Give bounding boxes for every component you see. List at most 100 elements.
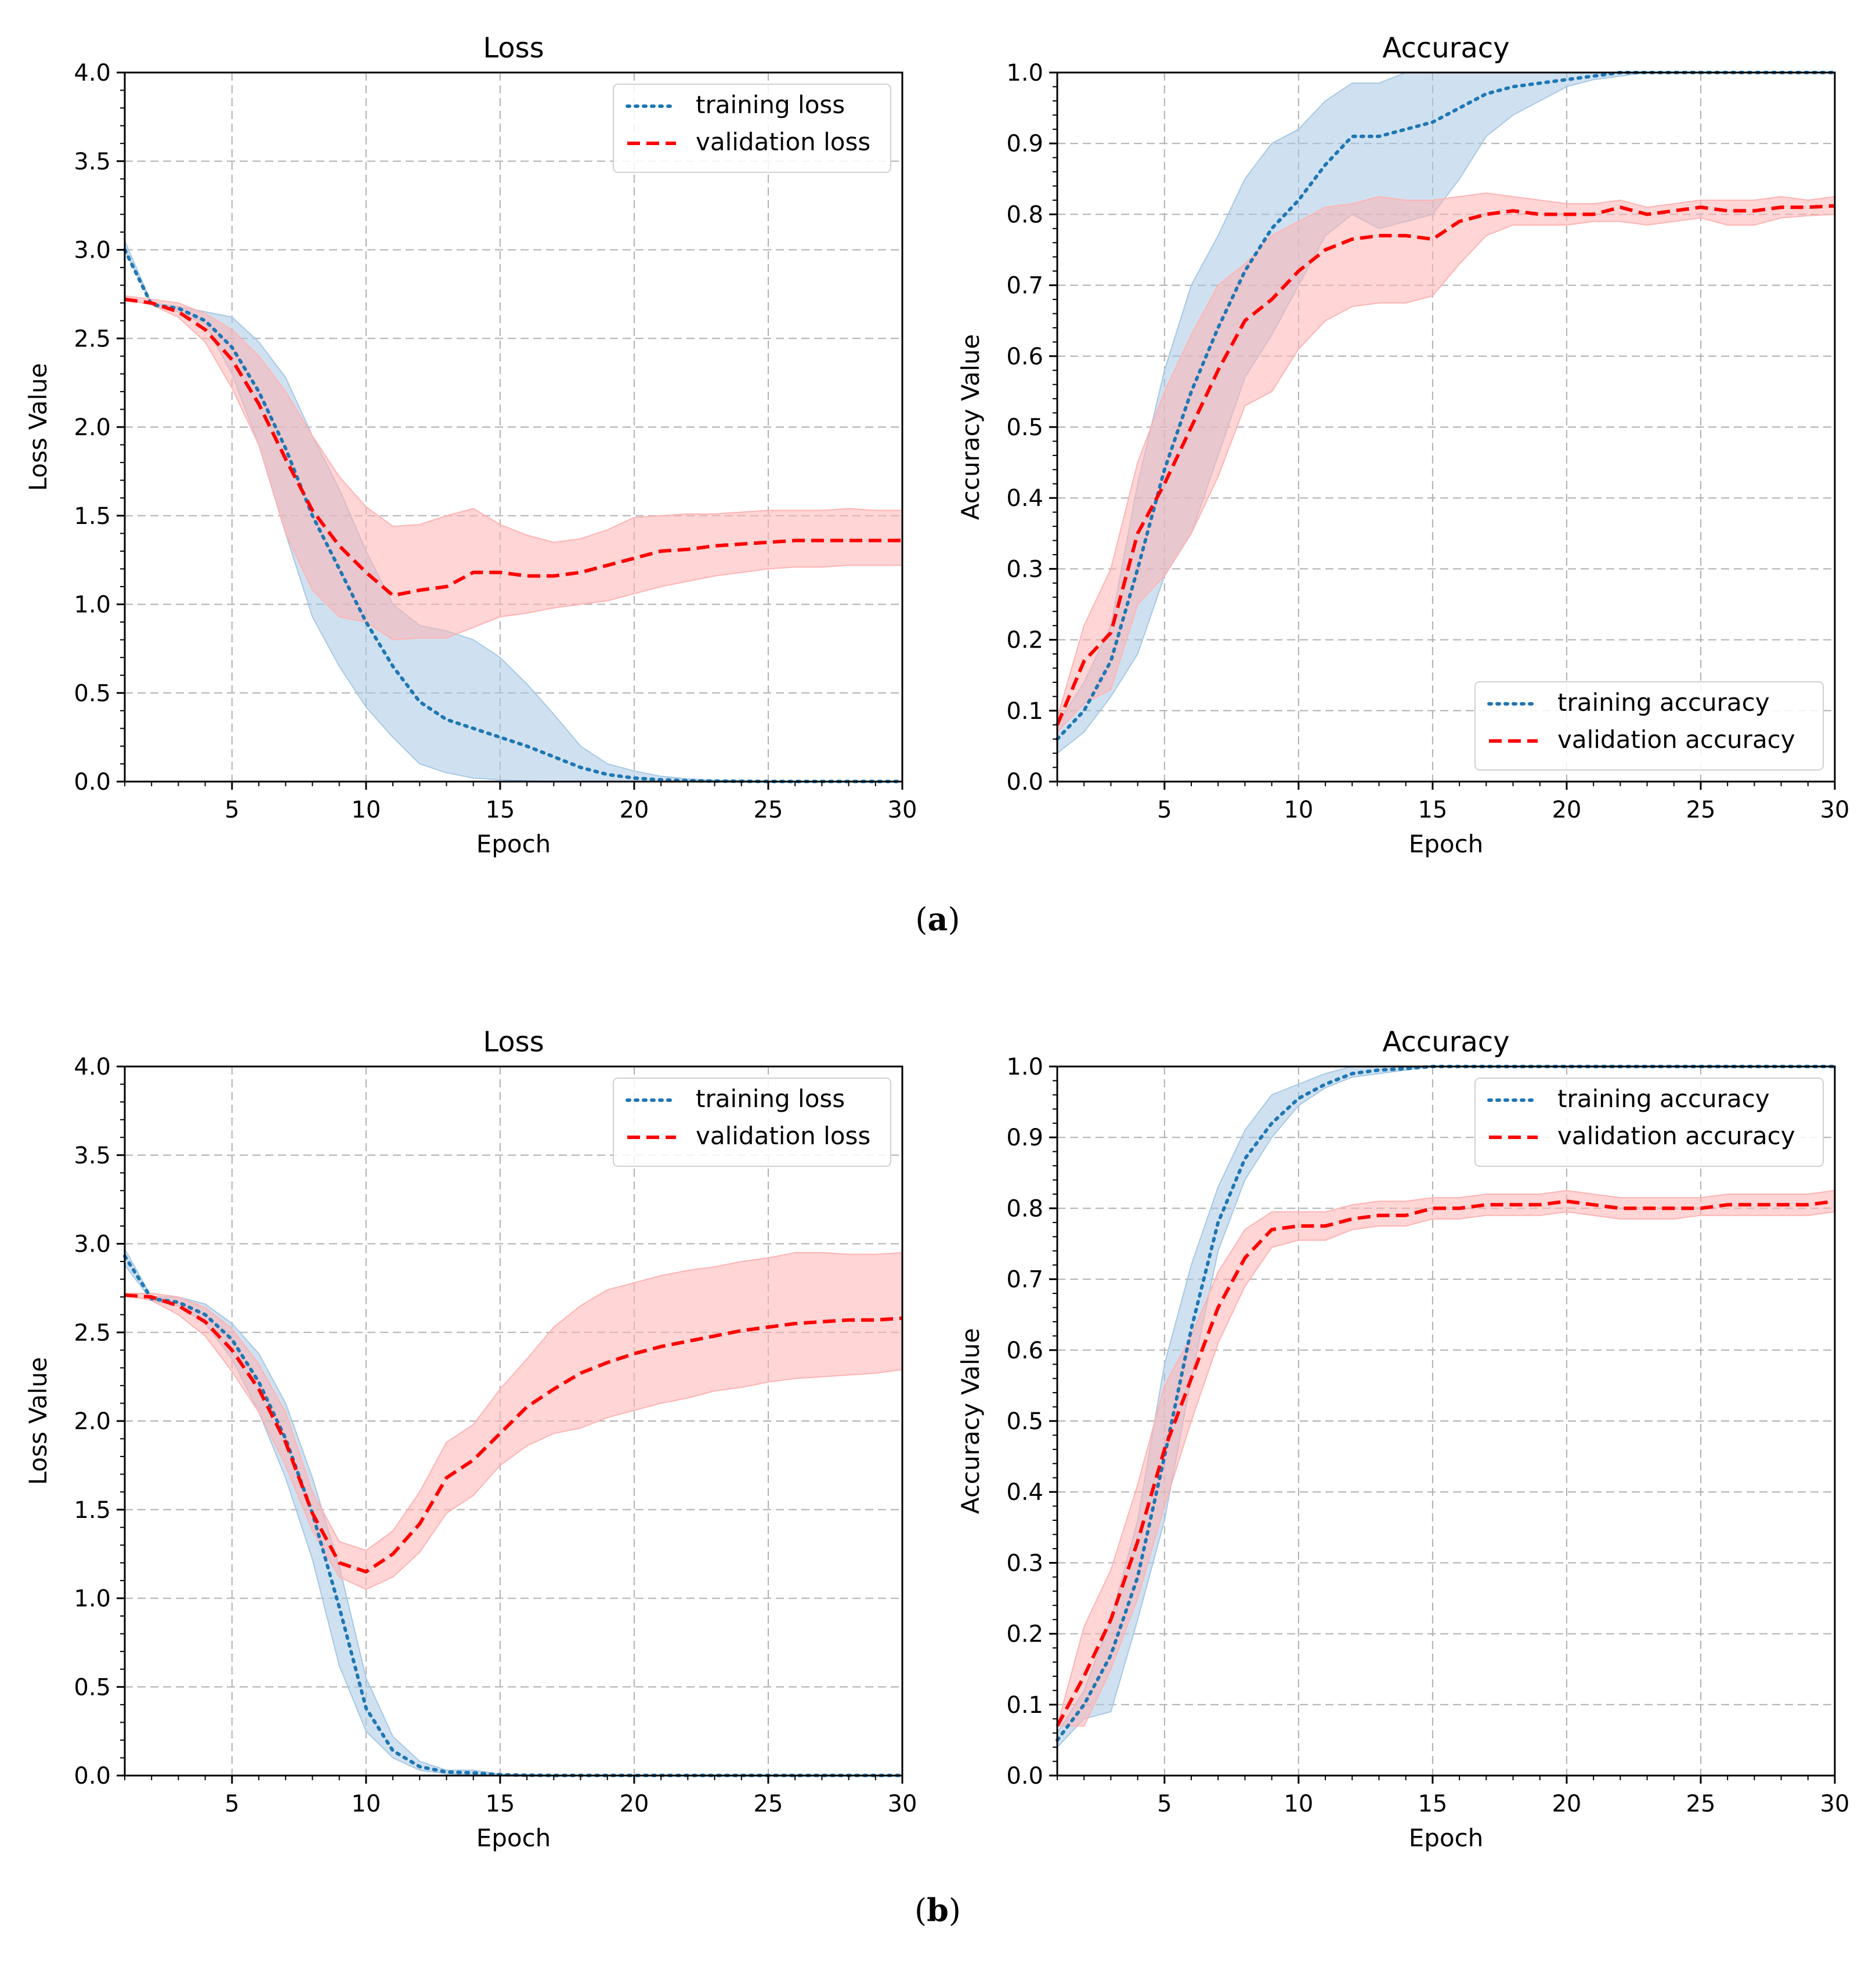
legend-box [613,84,891,173]
x-tick-label: 20 [1552,1791,1581,1817]
y-tick-label: 0.5 [1006,414,1043,441]
x-tick-label: 5 [1157,1791,1172,1817]
x-tick-label: 30 [1820,797,1850,823]
y-tick-label: 0.9 [1006,131,1043,157]
panel-label-a: (a) [915,901,960,938]
y-tick-label: 0.7 [1006,273,1043,299]
x-tick-label: 10 [351,797,381,823]
x-axis-label: Epoch [1409,830,1484,858]
y-tick-label: 0.1 [1006,1692,1043,1719]
x-axis-label: Epoch [476,1824,551,1852]
y-tick-label: 3.0 [74,237,111,264]
x-tick-label: 10 [351,1791,381,1817]
chart-a-acc: 5 10 15 20 25 30 0.0 0.1 0.2 0.3 0.4 0.5 0.6 0.7 0.8 0.… [956,32,1849,858]
x-axis-label: Epoch [1409,1824,1484,1852]
y-axis-label: Accuracy Value [956,334,985,520]
x-tick-label: 25 [1686,797,1716,823]
x-tick-label: 15 [485,797,515,823]
legend: training loss validation loss [613,1078,891,1167]
x-tick-label: 25 [754,797,783,823]
chart-b-acc: 5 10 15 20 25 30 0.0 0.1 0.2 0.3 0.4 0.5 0.6 0.7 0.8 0.… [956,1026,1849,1852]
band-validation [124,295,903,641]
y-tick-label: 1.0 [74,1586,111,1613]
legend-label: training loss [696,91,845,119]
chart-b-loss: 5 10 15 20 25 30 0.0 0.5 1.0 1.5 2.0 2.5 3.0 3.5 4.0 Lo… [24,1026,917,1852]
y-tick-label: 1.0 [1006,60,1043,86]
y-tick-label: 0.2 [1006,1621,1043,1648]
y-axis-label: Accuracy Value [956,1328,985,1514]
legend-label: training accuracy [1557,688,1770,717]
legend-label: training accuracy [1557,1084,1770,1113]
band-validation [1056,1190,1835,1727]
y-tick-label: 3.5 [74,149,111,175]
y-tick-label: 0.5 [1006,1408,1043,1435]
y-tick-label: 0.4 [1006,1479,1043,1506]
y-tick-label: 2.0 [74,414,111,441]
y-tick-label: 3.5 [74,1143,111,1169]
legend-box [613,1078,891,1167]
x-tick-label: 15 [1418,1791,1447,1817]
y-tick-label: 2.5 [74,1319,111,1346]
x-tick-label: 10 [1284,797,1313,823]
series-line-validation [124,1293,903,1574]
series-line-validation [124,298,902,598]
chart-title: Loss [483,32,544,64]
y-tick-label: 0.3 [1006,1550,1043,1577]
legend-label: validation accuracy [1557,725,1795,754]
x-tick-label: 20 [1552,797,1581,823]
chart-title: Loss [483,1026,544,1058]
legend: training accuracy validation accuracy [1474,1078,1824,1167]
y-tick-label: 0.6 [1006,344,1043,370]
x-tick-label: 5 [225,797,239,823]
y-tick-label: 0.0 [1006,1763,1043,1789]
y-tick-label: 2.5 [74,326,111,352]
x-tick-label: 30 [888,1791,917,1817]
y-tick-label: 0.9 [1006,1125,1043,1151]
y-tick-label: 0.6 [1006,1337,1043,1364]
x-tick-label: 15 [485,1791,515,1817]
panel-label-a-text: a [927,901,948,938]
y-tick-label: 1.5 [74,503,111,530]
series-line-training [1056,1065,1837,1742]
y-tick-label: 3.0 [74,1231,111,1258]
y-tick-label: 0.8 [1006,1195,1043,1222]
x-tick-label: 25 [754,1791,783,1817]
legend-label: validation loss [696,1122,870,1150]
x-tick-label: 30 [888,797,917,823]
x-axis-label: Epoch [476,830,551,858]
y-tick-label: 1.0 [74,592,111,619]
legend-label: training loss [696,1084,845,1113]
legend-label: validation accuracy [1557,1122,1795,1150]
y-tick-label: 0.0 [1006,769,1043,796]
y-tick-label: 1.0 [1006,1054,1043,1080]
x-tick-label: 5 [1157,797,1172,823]
legend-label: validation loss [696,128,870,156]
chart-title: Accuracy [1382,1026,1509,1058]
x-tick-label: 10 [1284,1791,1313,1817]
chart-a-loss: 5 10 15 20 25 30 0.0 0.5 1.0 1.5 2.0 2.5 3.0 3.5 4.0 Lo… [24,32,917,858]
y-tick-label: 0.5 [74,1674,111,1701]
y-tick-label: 0.0 [74,769,111,796]
y-axis-label: Loss Value [24,363,52,491]
x-tick-label: 5 [225,1791,239,1817]
y-axis-label: Loss Value [24,1357,52,1485]
panel-label-b: (b) [914,1892,961,1929]
y-tick-label: 0.3 [1006,556,1043,583]
y-tick-label: 0.0 [74,1763,111,1789]
x-tick-label: 20 [619,797,649,823]
y-tick-label: 2.0 [74,1408,111,1435]
x-tick-label: 30 [1820,1791,1850,1817]
x-tick-label: 15 [1418,797,1447,823]
y-tick-label: 0.8 [1006,201,1043,228]
series-line-validation [1056,204,1835,726]
legend-box [1474,681,1824,771]
y-tick-label: 0.7 [1006,1267,1043,1293]
y-tick-label: 4.0 [74,60,111,86]
y-tick-label: 1.5 [74,1497,111,1524]
legend: training accuracy validation accuracy [1474,681,1824,771]
y-tick-label: 0.1 [1006,698,1043,725]
legend-box [1474,1078,1824,1167]
series-line-validation [1056,1199,1835,1727]
series-line-training [1056,71,1837,741]
